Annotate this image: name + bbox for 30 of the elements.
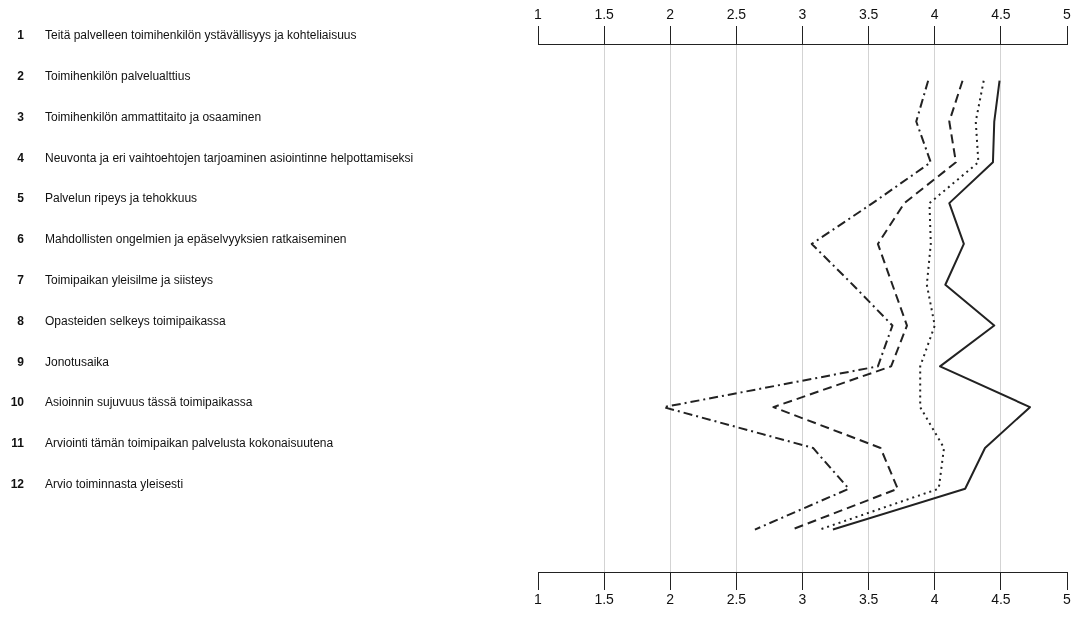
x2-tick-label: 3 [798,591,807,608]
x-tick-label: 1 [534,6,543,23]
x2-tick-label: 3.5 [858,591,879,608]
category-label: 8 Opasteiden selkeys toimipaikassa [17,313,226,328]
x-tick-label: 5 [1063,6,1072,23]
x-tick-label: 4 [930,6,939,23]
category-label: 11 Arviointi tämän toimipaikan palvelusta kokonaisuutena [11,436,334,451]
category-label: 6 Mahdollisten ongelmien ja epäselvyyksien ratkaiseminen [17,232,347,247]
x-tick-label: 2 [666,6,675,23]
category-label: 10 Asioinnin sujuvuus tässä toimipaikassa [10,395,253,410]
x2-tick-label: 2 [666,591,675,608]
x2-tick-label: 5 [1063,591,1072,608]
category-label: 12 Arvio toiminnasta yleisesti [10,477,184,492]
category-label: 5 Palvelun ripeys ja tehokkuus [17,191,198,206]
x-tick-label: 2.5 [726,6,747,23]
x2-tick-label: 4.5 [991,591,1011,608]
x-tick-label: 4.5 [991,6,1011,23]
x-tick-label: 3 [798,6,807,23]
category-label: 1 Teitä palvelleen toimihenkilön ystävällisyys ja kohteliaisuus [17,28,357,43]
category-label: 7 Toimipaikan yleisilme ja siisteys [17,273,214,288]
category-label: 4 Neuvonta ja eri vaihtoehtojen tarjoaminen asiointinne helpottamiseksi [17,150,414,165]
x-tick-label: 1.5 [594,6,615,23]
x2-tick-label: 2.5 [726,591,747,608]
x2-tick-label: 1.5 [594,591,615,608]
x2-tick-label: 4 [930,591,939,608]
x2-tick-label: 1 [534,591,543,608]
category-label: 9 Jonotusaika [17,354,110,369]
category-label: 3 Toimihenkilön ammattitaito ja osaaminen [17,109,262,124]
category-label: 2 Toimihenkilön palvelualttius [17,69,191,84]
x-tick-label: 3.5 [858,6,879,23]
